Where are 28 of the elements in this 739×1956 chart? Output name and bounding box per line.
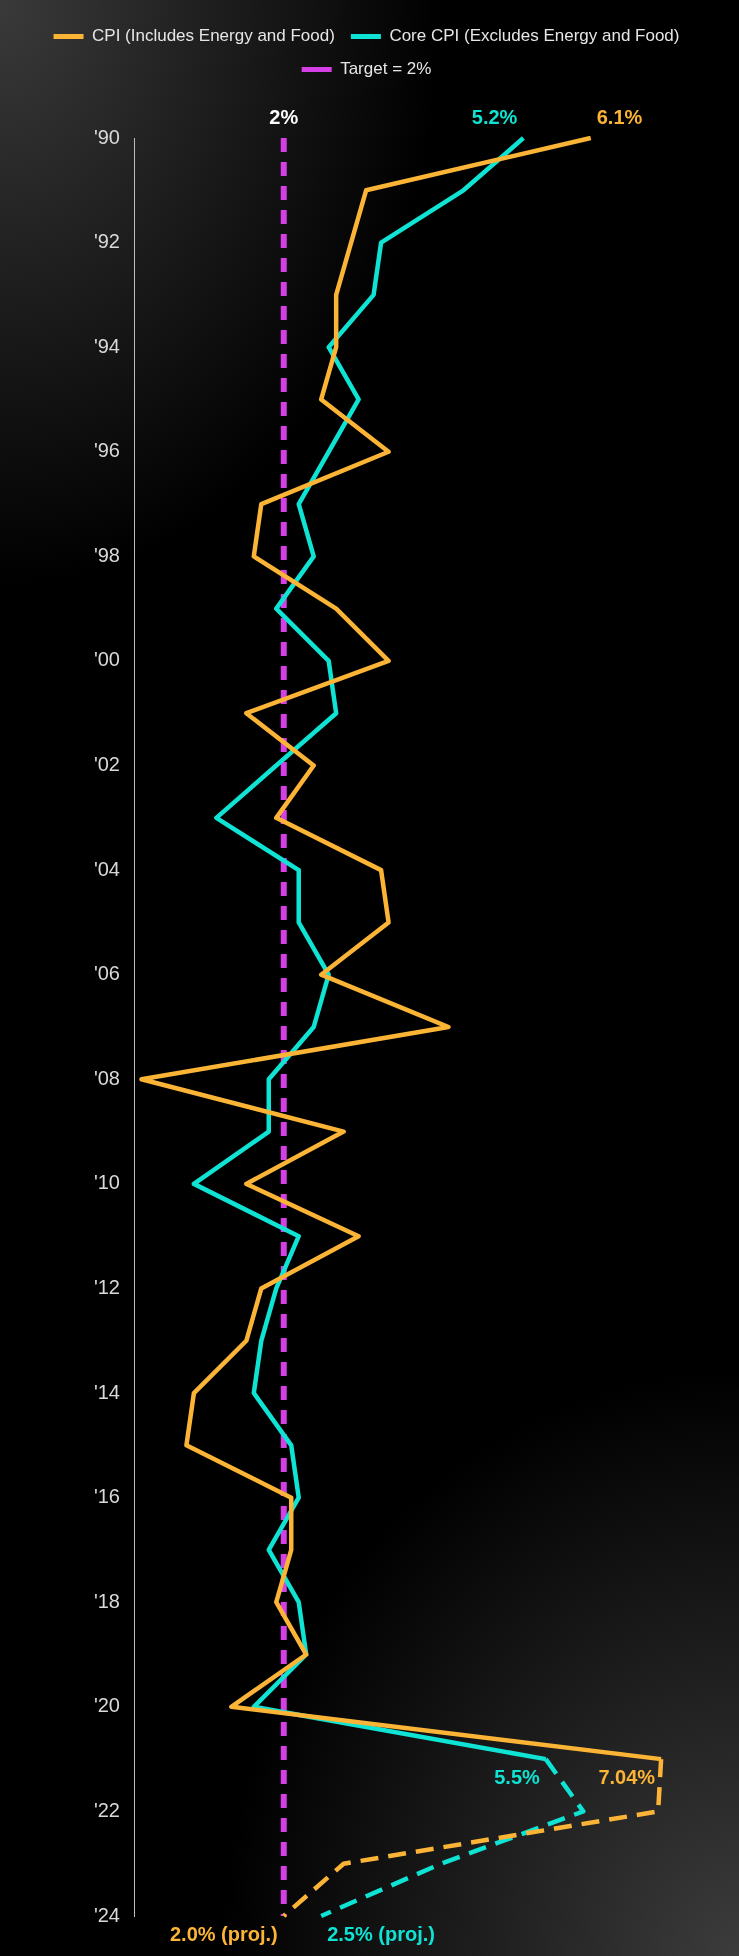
legend-label: Core CPI (Excludes Energy and Food) [389, 26, 680, 46]
y-tick-label: '90 [93, 125, 120, 148]
legend-label: Target = 2% [340, 59, 432, 79]
legend-label: CPI (Includes Energy and Food) [92, 26, 335, 46]
y-tick-label: '18 [93, 1589, 120, 1612]
y-tick-label: '96 [93, 439, 120, 462]
text: 2% [269, 105, 299, 128]
data-label: 5.2% [471, 105, 518, 128]
y-tick-label: '04 [93, 857, 120, 880]
y-tick-label: '02 [93, 753, 120, 776]
y-tick-label: '16 [93, 1485, 120, 1508]
data-label: 2.5% (proj.) [327, 1922, 435, 1945]
y-tick-label: '98 [93, 543, 120, 566]
y-tick-label: '08 [93, 1066, 120, 1089]
data-label: 5.5% [494, 1765, 541, 1788]
y-tick-label: '00 [93, 648, 120, 671]
data-label: 7.04% [598, 1765, 656, 1788]
y-tick-label: '14 [93, 1380, 120, 1403]
data-label: 2.0% (proj.) [169, 1922, 278, 1945]
y-tick-label: '92 [93, 230, 120, 253]
y-tick-label: '06 [93, 962, 120, 985]
y-tick-label: '22 [93, 1798, 120, 1821]
y-tick-label: '94 [93, 334, 120, 357]
data-label: 6.1% [596, 105, 643, 128]
y-tick-label: '10 [93, 1171, 120, 1194]
y-tick-label: '20 [93, 1694, 120, 1717]
y-tick-label: '12 [93, 1275, 120, 1298]
y-tick-label: '24 [93, 1903, 120, 1926]
